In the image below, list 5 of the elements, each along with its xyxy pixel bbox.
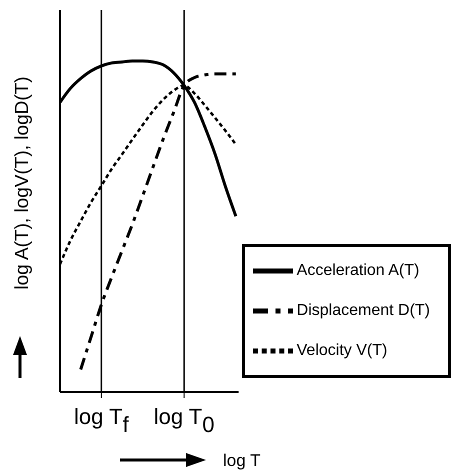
x-axis-title: log T [223, 451, 260, 470]
y-axis-title: log A(T), logV(T), logD(T) [12, 76, 33, 290]
legend-label: Velocity V(T) [296, 342, 388, 360]
legend-label: Displacement D(T) [296, 302, 430, 320]
legend-label: Acceleration A(T) [296, 262, 420, 280]
